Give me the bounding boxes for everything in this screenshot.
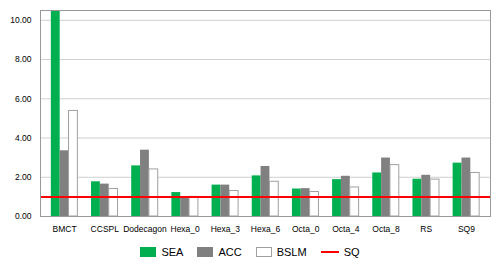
svg-text:CCSPL: CCSPL [91,224,120,234]
svg-text:6.00: 6.00 [15,94,32,104]
svg-text:Hexa_6: Hexa_6 [251,224,281,234]
svg-text:Hexa_3: Hexa_3 [211,224,241,234]
svg-text:Octa_4: Octa_4 [332,224,360,234]
html-text:SQ: SQ [343,246,360,258]
html-text:SEA: SEA [161,246,184,258]
svg-text:SQ9: SQ9 [458,224,475,234]
svg-text:BMCT: BMCT [53,224,77,234]
html-text:BSLM: BSLM [276,246,307,258]
svg-text:RS: RS [420,224,432,234]
svg-text:Octa_8: Octa_8 [372,224,400,234]
html-text:ACC: ACC [218,246,242,258]
svg-text:Octa_0: Octa_0 [292,224,320,234]
svg-text:2.00: 2.00 [15,172,32,182]
svg-text:0.00: 0.00 [15,211,32,221]
svg-text:Dodecagon: Dodecagon [123,224,167,234]
svg-text:4.00: 4.00 [15,133,32,143]
svg-text:8.00: 8.00 [15,54,32,64]
svg-text:Hexa_0: Hexa_0 [170,224,200,234]
svg-text:10.00: 10.00 [10,15,32,25]
